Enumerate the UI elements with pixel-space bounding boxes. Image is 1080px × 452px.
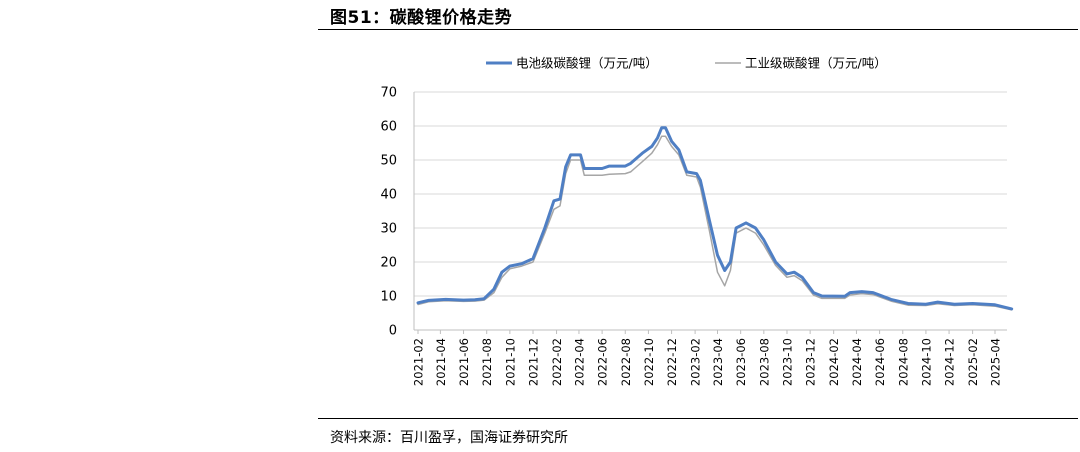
y-tick-label: 50	[380, 154, 397, 169]
x-axis-ticks: 2021-02 2021-04 2021-06 2021-08 2021-10 2021-…	[412, 330, 1003, 386]
series-line-battery-grade	[416, 126, 1014, 311]
legend-label-battery: 电池级碳酸锂（万元/吨）	[516, 56, 658, 71]
x-tick-label: 2021-10	[503, 338, 517, 386]
x-tick-label: 2022-08	[619, 338, 633, 386]
x-tick-label: 2022-04	[572, 338, 586, 386]
x-tick-label: 2024-08	[896, 338, 910, 386]
x-tick-label: 2023-06	[734, 338, 748, 386]
x-tick-label: 2024-12	[943, 338, 957, 386]
x-tick-label: 2024-10	[919, 338, 933, 386]
x-tick-label: 2024-04	[850, 338, 864, 386]
x-tick-label: 2021-12	[527, 338, 541, 386]
x-tick-label: 2025-02	[966, 338, 980, 386]
source-note: 资料来源：百川盈孚，国海证券研究所	[330, 430, 568, 446]
chart-legend: 电池级碳酸锂（万元/吨） 工业级碳酸锂（万元/吨）	[486, 56, 887, 71]
x-tick-label: 2024-06	[873, 338, 887, 386]
legend-label-industrial: 工业级碳酸锂（万元/吨）	[745, 56, 887, 71]
y-tick-label: 40	[380, 188, 397, 203]
x-tick-label: 2023-12	[804, 338, 818, 386]
x-tick-label: 2023-10	[780, 338, 794, 386]
x-tick-label: 2021-02	[412, 338, 426, 386]
x-tick-label: 2023-04	[711, 338, 725, 386]
figure-title: 图51：碳酸锂价格走势	[330, 8, 513, 28]
y-tick-label: 30	[380, 222, 397, 237]
y-tick-label: 0	[389, 324, 397, 339]
x-tick-label: 2022-02	[550, 338, 564, 386]
x-tick-label: 2021-04	[434, 338, 448, 386]
y-tick-label: 60	[380, 120, 397, 135]
x-tick-label: 2021-06	[457, 338, 471, 386]
bottom-rule	[318, 418, 1078, 419]
x-tick-label: 2023-02	[689, 338, 703, 386]
x-tick-label: 2024-02	[827, 338, 841, 386]
x-tick-label: 2025-04	[989, 338, 1003, 386]
x-tick-label: 2022-12	[665, 338, 679, 386]
x-tick-label: 2022-10	[642, 338, 656, 386]
x-tick-label: 2022-06	[596, 338, 610, 386]
x-tick-label: 2023-08	[757, 338, 771, 386]
top-rule	[318, 29, 1078, 30]
x-tick-label: 2021-08	[480, 338, 494, 386]
plot-lines	[416, 126, 1014, 311]
y-tick-label: 20	[380, 256, 397, 271]
chart-gridlines	[413, 91, 1007, 331]
series-line-industrial-grade	[417, 135, 1013, 311]
y-tick-label: 70	[380, 86, 397, 101]
y-tick-label: 10	[380, 290, 397, 305]
y-axis-ticks: 0 10 20 30 40 50 60 70	[380, 86, 397, 339]
